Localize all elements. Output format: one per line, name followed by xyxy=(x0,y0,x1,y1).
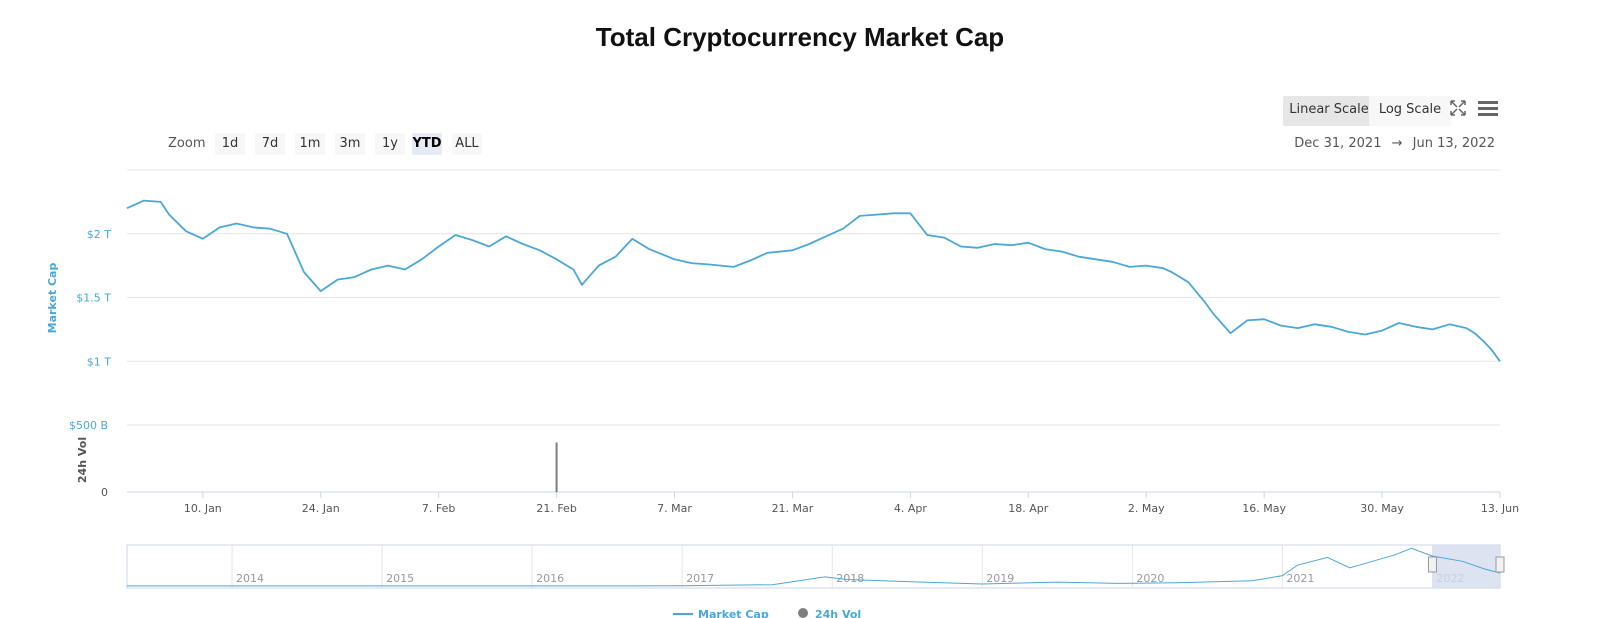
zoom-button-1m[interactable]: 1m xyxy=(295,133,325,155)
volume-tick-label: 0 xyxy=(101,486,108,499)
legend-market-cap-label: Market Cap xyxy=(698,608,769,618)
x-tick-label: 13. Jun xyxy=(1481,502,1519,515)
x-tick-label: 21. Mar xyxy=(772,502,814,515)
x-tick-label: 7. Feb xyxy=(422,502,455,515)
navigator-tick-label: 2019 xyxy=(986,572,1014,585)
log-scale-button[interactable]: Log Scale xyxy=(1369,96,1451,126)
navigator-tick-label: 2016 xyxy=(536,572,564,585)
y-tick-label: $2 T xyxy=(87,228,111,241)
y-axis-title: Market Cap xyxy=(46,263,59,334)
volume-tick-label: $500 B xyxy=(69,419,108,432)
legend-volume-symbol xyxy=(798,608,808,618)
x-tick-label: 4. Apr xyxy=(894,502,927,515)
zoom-button-3m[interactable]: 3m xyxy=(335,133,365,155)
x-tick-label: 7. Mar xyxy=(657,502,692,515)
navigator-tick-label: 2021 xyxy=(1286,572,1314,585)
x-tick-label: 21. Feb xyxy=(536,502,576,515)
x-tick-label: 16. May xyxy=(1242,502,1286,515)
fullscreen-icon[interactable] xyxy=(1450,100,1466,116)
zoom-button-all[interactable]: ALL xyxy=(452,133,482,155)
y-tick-label: $1 T xyxy=(87,355,111,368)
zoom-label: Zoom xyxy=(168,136,206,151)
navigator-tick-label: 2020 xyxy=(1136,572,1164,585)
volume-axis-title: 24h Vol xyxy=(76,437,89,483)
x-tick-label: 18. Apr xyxy=(1008,502,1048,515)
x-tick-label: 10. Jan xyxy=(184,502,222,515)
navigator-tick-label: 2018 xyxy=(836,572,864,585)
date-range-label: Dec 31, 2021 → Jun 13, 2022 xyxy=(1294,133,1495,155)
y-tick-label: $1.5 T xyxy=(76,292,111,305)
volume-bar[interactable] xyxy=(555,442,558,492)
navigator-series-line xyxy=(127,547,1501,587)
market-cap-series-line[interactable] xyxy=(126,199,1501,362)
chart-title: Total Cryptocurrency Market Cap xyxy=(595,22,1005,52)
range-arrow: → xyxy=(1391,136,1403,151)
hamburger-menu-icon[interactable] xyxy=(1478,101,1498,116)
navigator-tick-label: 2014 xyxy=(236,572,264,585)
x-tick-label: 2. May xyxy=(1128,502,1165,515)
navigator-tick-label: 2015 xyxy=(386,572,414,585)
zoom-button-1y[interactable]: 1y xyxy=(375,133,405,155)
x-tick-label: 24. Jan xyxy=(302,502,340,515)
navigator-handle-right[interactable] xyxy=(1495,556,1505,573)
zoom-button-ytd[interactable]: YTD xyxy=(412,133,442,155)
range-from[interactable]: Dec 31, 2021 xyxy=(1294,136,1382,151)
range-to[interactable]: Jun 13, 2022 xyxy=(1412,136,1495,151)
navigator-tick-label: 2017 xyxy=(686,572,714,585)
legend-volume-label: 24h Vol xyxy=(815,608,861,618)
zoom-button-7d[interactable]: 7d xyxy=(255,133,285,155)
zoom-button-1d[interactable]: 1d xyxy=(215,133,245,155)
linear-scale-button[interactable]: Linear Scale xyxy=(1283,96,1375,126)
navigator-selected-range[interactable] xyxy=(1432,545,1500,588)
navigator-handle-left[interactable] xyxy=(1427,556,1437,573)
x-tick-label: 30. May xyxy=(1360,502,1404,515)
